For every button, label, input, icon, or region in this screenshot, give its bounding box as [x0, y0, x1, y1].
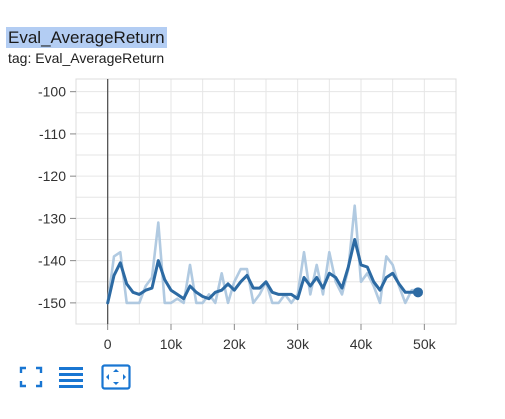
smoothed-series-line	[106, 238, 420, 305]
y-tick-label: -120	[38, 168, 66, 184]
toggle-log-scale-button[interactable]	[56, 362, 86, 392]
chart-tag: tag: Eval_AverageReturn	[8, 50, 165, 66]
fullscreen-icon	[19, 366, 43, 388]
y-tick-label: -130	[38, 210, 66, 226]
x-tick-label: 20k	[223, 336, 247, 352]
toggle-log-scale-icon	[59, 367, 83, 388]
y-tick-label: -100	[38, 84, 66, 100]
y-tick-label: -110	[39, 126, 66, 142]
x-tick-label: 30k	[286, 336, 310, 352]
x-tick-label: 40k	[350, 336, 374, 352]
y-tick-label: -150	[38, 295, 66, 311]
chart-toolbar	[16, 362, 136, 392]
fit-domain-icon	[101, 364, 131, 390]
chart-title: Eval_AverageReturn	[6, 27, 167, 48]
y-tick-label: -140	[38, 253, 66, 269]
x-tick-label: 0	[104, 336, 112, 352]
x-tick-label: 10k	[160, 336, 184, 352]
fit-domain-button[interactable]	[100, 362, 131, 392]
last-value-marker[interactable]	[413, 287, 423, 298]
fullscreen-button[interactable]	[16, 362, 46, 392]
raw-series-line	[106, 204, 420, 305]
x-tick-label: 50k	[413, 336, 437, 352]
plot-border	[75, 78, 457, 325]
